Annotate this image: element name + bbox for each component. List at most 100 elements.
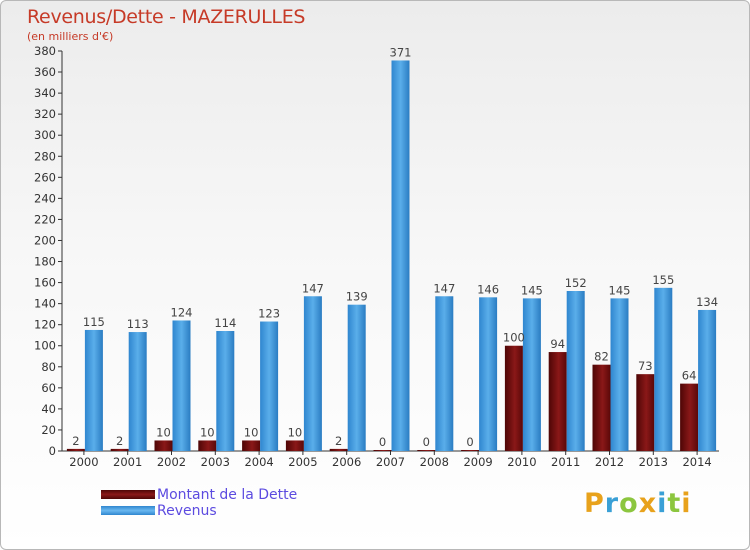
bar-dette	[329, 448, 348, 451]
y-tick-label: 140	[34, 297, 56, 311]
y-tick-label: 280	[34, 149, 56, 163]
data-label: 155	[652, 273, 674, 287]
bar-dette	[548, 352, 567, 451]
data-label: 2	[335, 434, 342, 448]
x-tick-label: 2012	[595, 455, 624, 469]
x-tick-label: 2009	[463, 455, 492, 469]
x-tick-label: 2003	[201, 455, 230, 469]
x-tick-label: 2011	[551, 455, 580, 469]
data-label: 100	[503, 331, 525, 345]
y-tick-label: 180	[34, 255, 56, 269]
bar-dette	[66, 448, 85, 451]
bar-dette	[504, 345, 523, 451]
bar-dette	[680, 383, 699, 451]
bar-dette	[154, 440, 173, 451]
bar-dette	[110, 448, 129, 451]
legend-label-debt: Montant de la Dette	[157, 487, 298, 503]
bar-revenus	[435, 296, 454, 451]
y-tick-label: 80	[41, 360, 56, 374]
bar-revenus	[698, 309, 717, 451]
x-tick-label: 2008	[420, 455, 449, 469]
logo-letter: t	[667, 488, 682, 519]
y-tick-label: 320	[34, 107, 56, 121]
bar-dette	[242, 440, 261, 451]
x-tick-label: 2007	[376, 455, 405, 469]
logo-letter: i	[681, 488, 692, 519]
data-label: 2	[116, 434, 123, 448]
data-label: 147	[302, 281, 324, 295]
bar-revenus	[391, 60, 410, 451]
logo-letter: r	[604, 488, 620, 519]
x-tick-label: 2014	[682, 455, 711, 469]
data-label: 134	[696, 295, 718, 309]
bar-revenus	[522, 298, 541, 451]
y-tick-label: 240	[34, 191, 56, 205]
x-tick-label: 2001	[113, 455, 142, 469]
y-tick-label: 300	[34, 128, 56, 142]
x-tick-label: 2000	[69, 455, 98, 469]
y-tick-label: 360	[34, 65, 56, 79]
x-tick-label: 2005	[288, 455, 317, 469]
data-label: 10	[200, 425, 215, 439]
y-tick-label: 220	[34, 212, 56, 226]
y-tick-label: 0	[49, 444, 56, 458]
logo-letter: P	[584, 488, 605, 519]
legend-label-revenus: Revenus	[157, 503, 217, 519]
proxiti-logo: Proxiti	[584, 488, 692, 519]
legend-swatch-revenus	[101, 506, 155, 515]
data-label: 124	[171, 305, 193, 319]
data-label: 10	[244, 425, 259, 439]
logo-letter: i	[657, 488, 668, 519]
data-label: 146	[477, 282, 499, 296]
bar-dette	[285, 440, 304, 451]
y-tick-label: 100	[34, 339, 56, 353]
data-label: 10	[288, 425, 303, 439]
bar-revenus	[479, 297, 498, 451]
data-label: 10	[156, 425, 171, 439]
x-tick-label: 2010	[507, 455, 536, 469]
chart-subtitle: (en milliers d'€)	[27, 30, 114, 43]
bar-dette	[417, 450, 436, 451]
data-label: 145	[609, 283, 631, 297]
y-tick-label: 20	[41, 423, 56, 437]
data-label: 2	[72, 434, 79, 448]
bar-dette	[373, 450, 392, 451]
bar-revenus	[84, 329, 103, 451]
data-label: 115	[83, 315, 105, 329]
data-label: 82	[594, 350, 609, 364]
data-label: 64	[682, 369, 697, 383]
bar-revenus	[347, 304, 366, 451]
bar-revenus	[654, 287, 673, 451]
y-tick-label: 340	[34, 86, 56, 100]
y-tick-label: 380	[34, 44, 56, 58]
logo-letter: o	[619, 488, 639, 519]
bars	[66, 60, 717, 451]
data-label: 113	[127, 317, 149, 331]
data-label: 152	[565, 276, 587, 290]
y-tick-label: 200	[34, 233, 56, 247]
data-label: 0	[423, 435, 430, 449]
data-label: 139	[346, 290, 368, 304]
data-label: 94	[550, 337, 565, 351]
bar-dette	[636, 374, 655, 451]
bar-revenus	[610, 298, 629, 451]
y-tick-label: 160	[34, 276, 56, 290]
data-label: 0	[379, 435, 386, 449]
bar-revenus	[216, 331, 235, 451]
legend-swatch-debt	[101, 490, 155, 499]
y-tick-label: 60	[41, 381, 56, 395]
y-tick-label: 260	[34, 170, 56, 184]
bar-revenus	[172, 320, 191, 451]
data-labels: 2 2 10 10 10 10 2 0 0 0 100 94 82 73 64 115 113 124 114 123…	[72, 45, 718, 449]
bar-dette	[592, 364, 611, 451]
data-label: 123	[258, 307, 280, 321]
x-tick-label: 2002	[157, 455, 186, 469]
data-label: 114	[214, 316, 236, 330]
data-label: 145	[521, 283, 543, 297]
data-label: 371	[390, 45, 412, 59]
bar-revenus	[128, 332, 147, 451]
y-tick-label: 40	[41, 402, 56, 416]
x-tick-label: 2004	[244, 455, 273, 469]
